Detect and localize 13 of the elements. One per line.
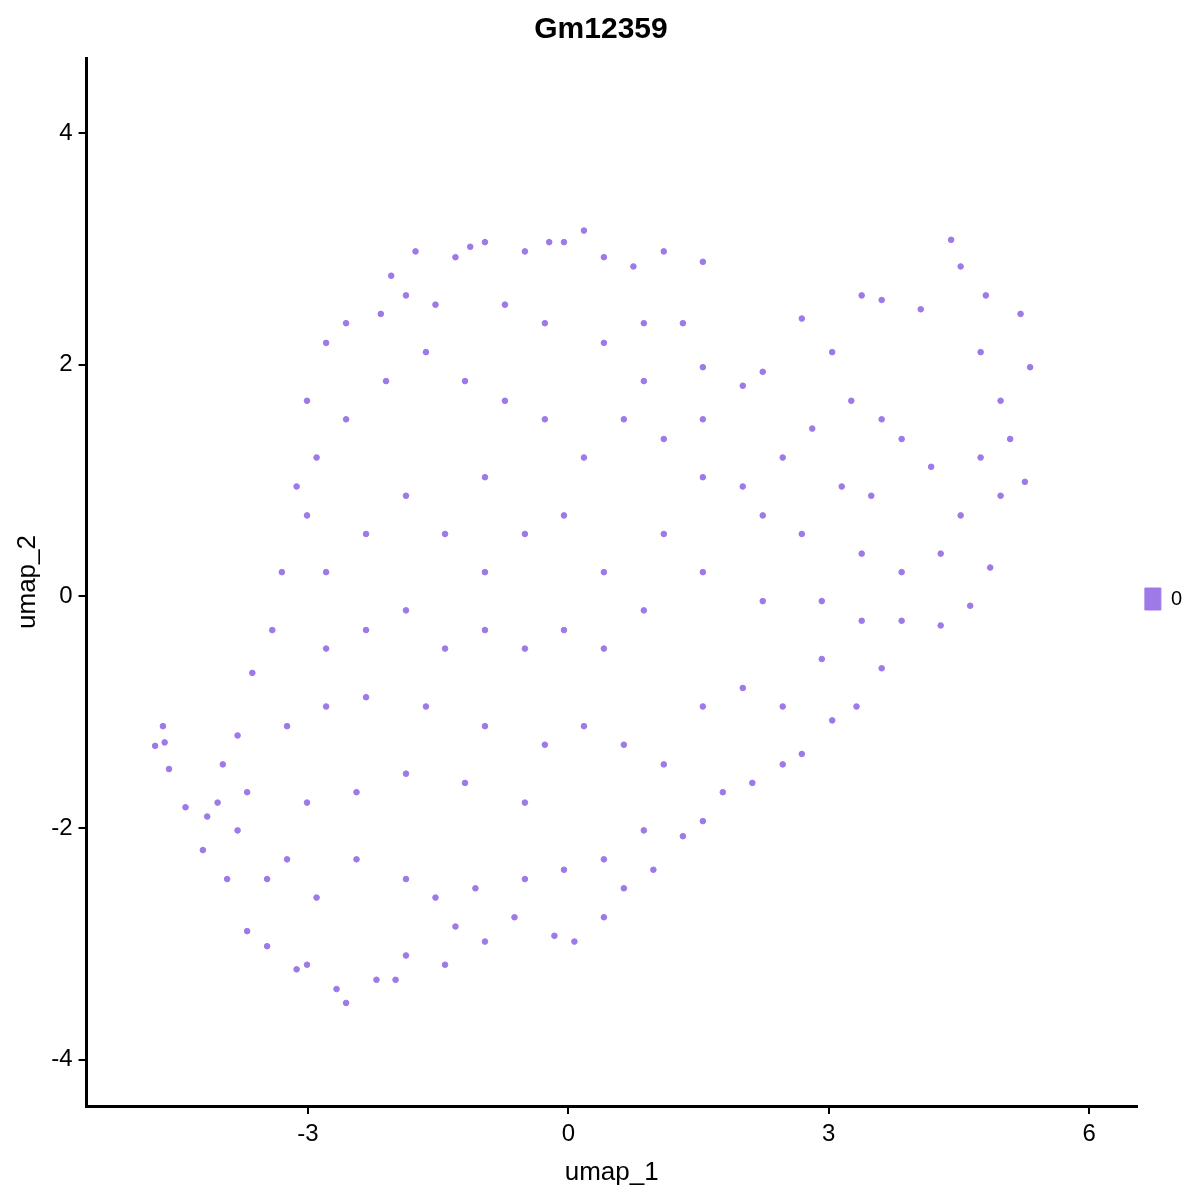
y-tick-label: 2 [59, 349, 73, 377]
y-tick-label: 4 [59, 117, 73, 145]
y-tick-label: -2 [51, 812, 73, 840]
x-tick-label: 3 [822, 1119, 836, 1147]
y-tick-label: 0 [59, 581, 73, 609]
x-tick-label: -3 [297, 1119, 319, 1147]
x-tick-label: 0 [561, 1119, 575, 1147]
y-axis-title: umap_2 [10, 535, 41, 629]
legend-label: 0 [1170, 586, 1182, 609]
chart-title: Gm12359 [534, 11, 668, 45]
x-axis-title: umap_1 [564, 1155, 659, 1186]
x-tick-label: 6 [1082, 1119, 1096, 1147]
y-tick-label: -4 [51, 1044, 73, 1072]
